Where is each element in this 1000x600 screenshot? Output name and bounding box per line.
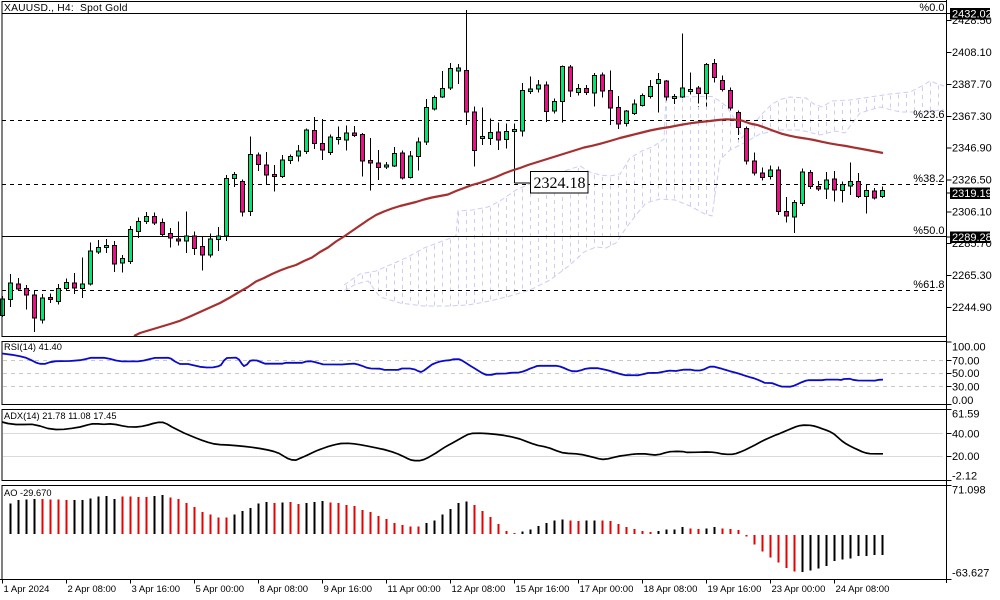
svg-text:30.00: 30.00 [952,381,980,393]
svg-text:24 Apr 08:00: 24 Apr 08:00 [836,584,890,595]
svg-text:1 Apr 2024: 1 Apr 2024 [4,584,50,595]
svg-text:2265.30: 2265.30 [952,270,992,282]
svg-text:61.59: 61.59 [952,409,980,421]
svg-text:2387.70: 2387.70 [952,79,992,91]
svg-text:-2.12: -2.12 [952,471,977,483]
svg-text:2319.19: 2319.19 [952,188,992,200]
svg-text:2346.90: 2346.90 [952,143,992,155]
svg-text:100.00: 100.00 [952,341,986,353]
svg-text:2306.10: 2306.10 [952,206,992,218]
svg-text:9 Apr 16:00: 9 Apr 16:00 [324,584,373,595]
svg-text:71.098: 71.098 [952,485,986,497]
svg-text:50.00: 50.00 [952,368,980,380]
svg-text:2 Apr 08:00: 2 Apr 08:00 [68,584,117,595]
svg-text:23 Apr 00:00: 23 Apr 00:00 [772,584,826,595]
svg-text:%0.0: %0.0 [919,2,944,14]
svg-text:%23.6: %23.6 [913,109,944,121]
svg-text:18 Apr 08:00: 18 Apr 08:00 [644,584,698,595]
svg-text:0.00: 0.00 [952,395,973,407]
svg-text:2408.10: 2408.10 [952,47,992,59]
svg-text:17 Apr 00:00: 17 Apr 00:00 [580,584,634,595]
svg-text:19 Apr 16:00: 19 Apr 16:00 [708,584,762,595]
svg-text:40.00: 40.00 [952,429,980,441]
svg-text:5 Apr 00:00: 5 Apr 00:00 [196,584,245,595]
svg-text:ADX(14) 21.78 11.08 17.45: ADX(14) 21.78 11.08 17.45 [4,411,117,421]
svg-text:XAUUSD., H4: Spot Gold: XAUUSD., H4: Spot Gold [4,3,128,14]
svg-text:3 Apr 16:00: 3 Apr 16:00 [132,584,181,595]
svg-text:2324.18: 2324.18 [534,175,586,192]
svg-text:AO -29.670: AO -29.670 [4,488,52,498]
svg-text:70.00: 70.00 [952,356,980,368]
svg-text:-63.627: -63.627 [952,568,989,580]
svg-text:2289.28: 2289.28 [952,232,992,244]
svg-text:2244.90: 2244.90 [952,302,992,314]
svg-text:11 Apr 00:00: 11 Apr 00:00 [388,584,441,595]
svg-text:%50.0: %50.0 [913,225,944,237]
svg-text:2326.50: 2326.50 [952,175,992,187]
svg-text:2432.02: 2432.02 [952,9,992,21]
svg-text:%38.2: %38.2 [913,173,944,185]
svg-text:12 Apr 08:00: 12 Apr 08:00 [452,584,506,595]
svg-text:15 Apr 16:00: 15 Apr 16:00 [516,584,570,595]
svg-text:20.00: 20.00 [952,451,980,463]
svg-text:%61.8: %61.8 [913,279,944,291]
svg-text:2367.30: 2367.30 [952,111,992,123]
svg-text:8 Apr 08:00: 8 Apr 08:00 [260,584,309,595]
svg-text:RSI(14) 41.40: RSI(14) 41.40 [4,342,62,352]
